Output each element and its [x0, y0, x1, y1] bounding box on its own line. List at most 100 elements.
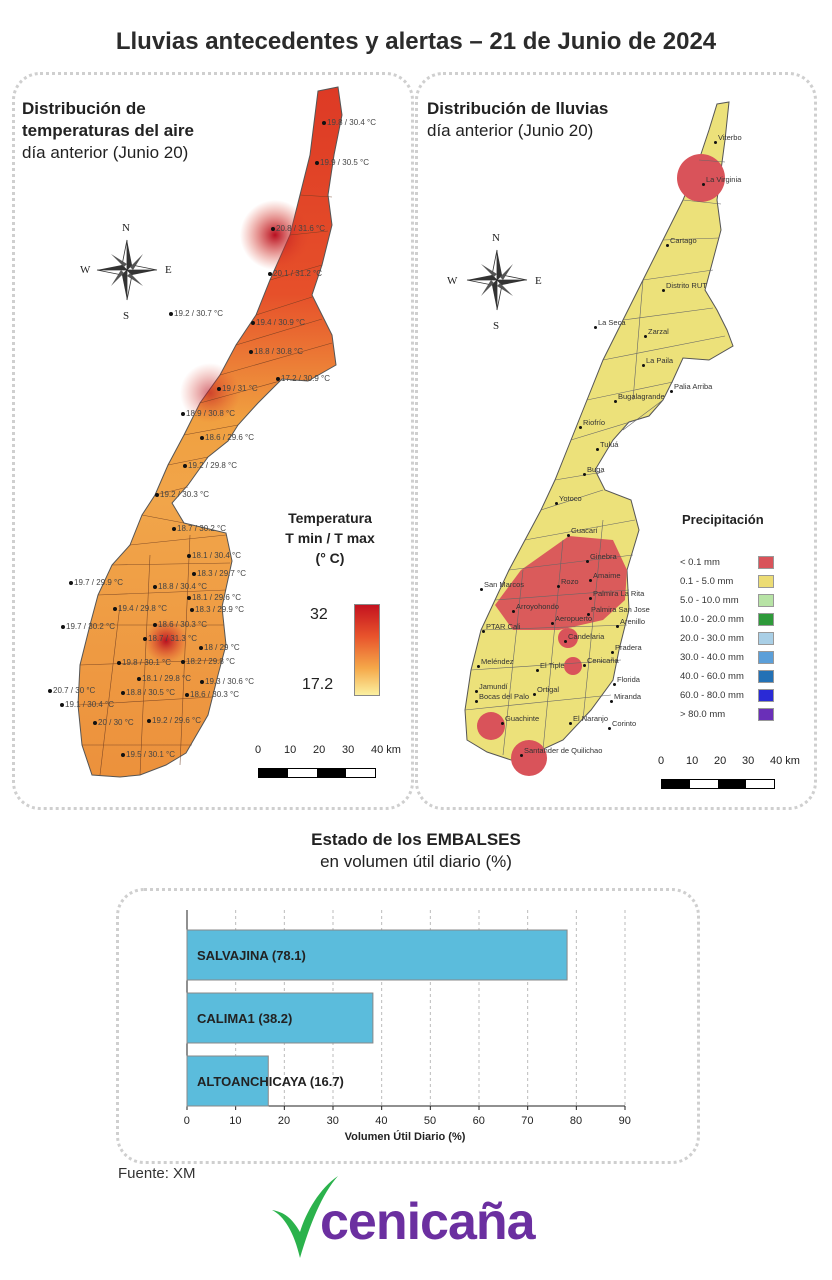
compass-e: E — [165, 264, 172, 276]
station-dot — [153, 623, 157, 627]
station-dot — [169, 312, 173, 316]
precip-legend-swatch — [758, 689, 774, 702]
station-dot — [181, 660, 185, 664]
station-label: 19.2 / 30.3 °C — [160, 490, 210, 499]
rainfall-map — [464, 101, 734, 776]
x-axis-label: Volumen Útil Diario (%) — [344, 1131, 466, 1143]
place-label: Miranda — [614, 692, 642, 701]
station-dot — [187, 596, 191, 600]
place-label: Cartago — [670, 236, 697, 245]
place-label: Guacarí — [571, 526, 598, 535]
place-dot — [480, 588, 483, 591]
place-label: Buga — [587, 465, 605, 474]
station-dot — [113, 607, 117, 611]
x-tick-label: 90 — [618, 1115, 631, 1127]
station-label: 20.8 / 31.6 °C — [276, 224, 326, 233]
place-dot — [586, 560, 589, 563]
place-dot — [596, 448, 599, 451]
place-label: PTAR Cali — [486, 622, 521, 631]
precip-legend-label: 40.0 - 60.0 mm — [680, 671, 744, 682]
place-label: Palia Arriba — [674, 382, 713, 391]
place-dot — [644, 335, 647, 338]
compass-e: E — [535, 275, 542, 287]
x-tick-label: 80 — [569, 1115, 583, 1127]
place-label: San Marcos — [484, 580, 525, 589]
scale-label: 30 — [742, 755, 755, 767]
station-label: 18.2 / 29.8 °C — [186, 657, 236, 666]
station-dot — [60, 703, 64, 707]
scale-label: 40 km — [770, 755, 800, 767]
temperature-panel — [12, 72, 414, 810]
station-dot — [93, 721, 97, 725]
place-dot — [613, 683, 616, 686]
place-label: Ortigal — [537, 685, 560, 694]
bar-salvajina — [186, 929, 568, 981]
station-label: 20.7 / 30 °C — [53, 686, 96, 695]
station-dot — [315, 161, 319, 165]
place-label: Santander de Quilichao — [524, 746, 603, 755]
station-label: 19.1 / 30.4 °C — [65, 700, 115, 709]
precip-legend-label: 10.0 - 20.0 mm — [680, 614, 744, 625]
cenicana-logo-text: cenicaña — [320, 1193, 536, 1251]
place-label: Bugalagrande — [618, 392, 665, 401]
station-label: 19.3 / 30.6 °C — [205, 677, 255, 686]
x-tick-label: 20 — [277, 1115, 291, 1127]
compass-rose-icon — [466, 249, 528, 311]
place-label: Aeropuerto — [555, 614, 593, 623]
place-label: Guachinte — [505, 714, 540, 723]
source-note: Fuente: XM — [118, 1165, 196, 1182]
station-label: 17.2 / 30.9 °C — [281, 374, 331, 383]
temp-color-ramp — [354, 604, 380, 696]
station-dot — [276, 377, 280, 381]
station-dot — [199, 646, 203, 650]
precip-legend-swatch — [758, 575, 774, 588]
precip-legend-label: 5.0 - 10.0 mm — [680, 595, 739, 606]
place-dot — [587, 613, 590, 616]
place-dot — [482, 630, 485, 633]
place-label: Arroyohondo — [516, 602, 559, 611]
station-dot — [249, 350, 253, 354]
place-label: Amaime — [593, 571, 621, 580]
place-label: Bocas del Palo — [479, 692, 530, 701]
station-dot — [185, 693, 189, 697]
place-label: Arenillo — [620, 617, 646, 626]
precip-legend-swatch — [758, 632, 774, 645]
place-dot — [608, 727, 611, 730]
station-dot — [121, 753, 125, 757]
place-label: Tuluá — [600, 440, 619, 449]
place-label: Rozo — [561, 577, 579, 586]
place-label: Cenicaña — [587, 656, 619, 665]
station-label: 18.6 / 30.3 °C — [158, 620, 208, 629]
rain-scale-bar — [661, 779, 775, 789]
station-dot — [137, 677, 141, 681]
station-dot — [69, 581, 73, 585]
station-dot — [192, 572, 196, 576]
temp-legend-min: 17.2 — [302, 676, 334, 693]
station-label: 20 / 30 °C — [98, 718, 134, 727]
rain-panel — [415, 72, 817, 810]
place-label: Meléndez — [481, 657, 514, 666]
place-dot — [583, 473, 586, 476]
compass-n: N — [122, 222, 130, 234]
place-dot — [533, 693, 536, 696]
station-dot — [48, 689, 52, 693]
place-label: La Paila — [646, 356, 674, 365]
place-label: Candelaria — [568, 632, 605, 641]
embalses-title: Estado de los EMBALSES — [311, 830, 521, 849]
temp-scale-bar — [258, 768, 376, 778]
station-dot — [61, 625, 65, 629]
place-dot — [536, 669, 539, 672]
x-tick-label: 30 — [326, 1115, 339, 1127]
place-dot — [555, 502, 558, 505]
scale-label: 30 — [342, 744, 355, 756]
station-label: 19.7 / 29.9 °C — [74, 578, 124, 587]
precip-legend-swatch — [758, 613, 774, 626]
station-label: 18.1 / 30.4 °C — [192, 551, 242, 560]
place-label: La Virginia — [706, 175, 742, 184]
bar-calima1 — [186, 992, 374, 1044]
x-tick-label: 50 — [423, 1115, 437, 1127]
embalses-bar-chart — [186, 910, 626, 1110]
scale-label: 20 — [313, 744, 326, 756]
station-dot — [322, 121, 326, 125]
station-label: 19.8 / 30.4 °C — [327, 118, 377, 127]
